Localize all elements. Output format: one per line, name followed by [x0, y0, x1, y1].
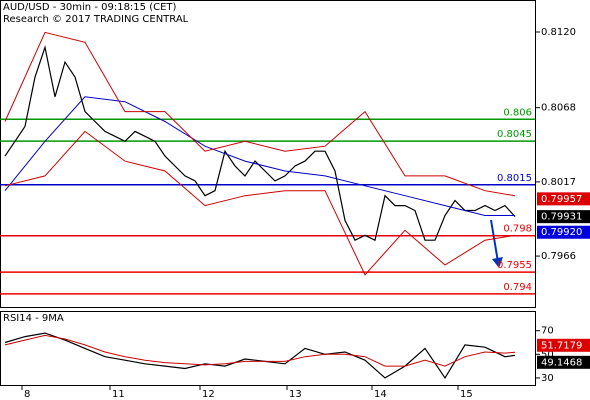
price-marker: [537, 210, 590, 224]
rsi-title: RSI14 - 9MA: [3, 313, 64, 324]
level-label: 0.8045: [497, 129, 532, 140]
price-marker-label: 51.7179: [541, 340, 582, 351]
y-tick-label: 0.8017: [541, 177, 576, 188]
y-tick-label: 70: [541, 326, 554, 337]
series-line: [4, 332, 516, 380]
chart-title: AUD/USD - 30min - 09:18:15 (CET): [3, 2, 177, 13]
price-marker: [537, 192, 590, 206]
x-tick-label: 15: [460, 389, 473, 400]
price-marker-label: 0.79920: [541, 227, 582, 238]
price-marker: [537, 225, 590, 239]
chart-subtitle: Research © 2017 TRADING CENTRAL: [3, 14, 189, 25]
series-line: [4, 130, 516, 276]
level-label: 0.794: [503, 282, 532, 293]
forecast-arrowhead: [492, 257, 503, 268]
series-line: [4, 31, 516, 197]
y-tick-label: 50: [541, 349, 554, 360]
series-line: [4, 334, 516, 367]
series-line: [4, 96, 515, 216]
level-label: 0.8015: [497, 173, 532, 184]
price-marker-label: 0.79931: [541, 212, 582, 223]
x-tick-label: 14: [374, 389, 387, 400]
y-tick-label: 0.8120: [541, 27, 576, 38]
x-tick-label: 12: [202, 389, 215, 400]
price-panel: [0, 0, 536, 308]
rsi-panel: [0, 311, 536, 386]
y-tick-label: 0.7966: [541, 251, 576, 262]
series-line: [4, 44, 516, 242]
price-marker: [537, 338, 590, 352]
level-label: 0.806: [503, 107, 532, 118]
x-tick-label: 13: [289, 389, 302, 400]
level-label: 0.7955: [497, 260, 532, 271]
price-marker-label: 49.1468: [541, 357, 582, 368]
level-label: 0.798: [503, 224, 532, 235]
y-tick-label: 30: [541, 373, 554, 384]
price-marker: [537, 355, 590, 369]
y-tick-label: 0.8068: [541, 103, 576, 114]
x-tick-label: 11: [112, 389, 125, 400]
forecast-arrow: [490, 219, 499, 263]
price-marker-label: 0.79957: [541, 194, 582, 205]
x-tick-label: 8: [24, 389, 30, 400]
